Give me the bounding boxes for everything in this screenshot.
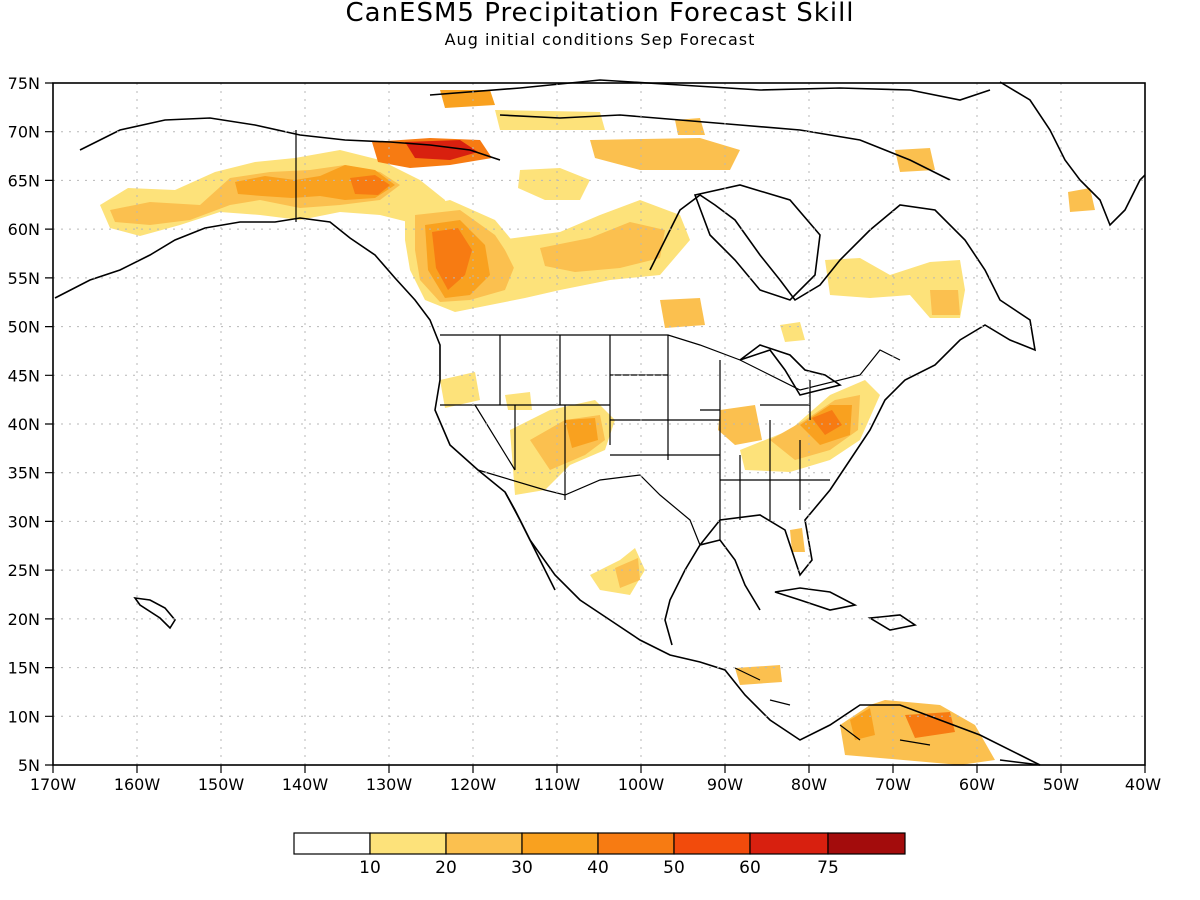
lat-tick-label: 15N xyxy=(8,659,40,678)
skill-patch-florida xyxy=(790,528,805,552)
skill-patch-nwt xyxy=(518,168,590,200)
colorbar-bin xyxy=(597,832,675,855)
hudson-bay xyxy=(693,184,821,301)
map-title: CanESM5 Precipitation Forecast Skill xyxy=(345,0,855,28)
colorbar-label: 20 xyxy=(435,858,457,878)
skill-patch-baffin xyxy=(895,148,935,172)
colorbar-bin xyxy=(827,832,906,855)
colorbar: 10 20 30 40 50 60 75 xyxy=(293,832,906,878)
map-subtitle: Aug initial conditions Sep Forecast xyxy=(444,30,756,49)
skill-patch-midwest xyxy=(718,405,762,445)
lon-tick-label: 170W xyxy=(30,775,77,794)
lon-tick-label: 60W xyxy=(959,775,995,794)
colorbar-bin xyxy=(521,832,599,855)
skill-patch-venezuela-core xyxy=(905,712,955,738)
hawaii xyxy=(133,596,176,630)
lon-tick-marks xyxy=(52,765,1146,773)
lon-tick-label: 140W xyxy=(282,775,329,794)
colorbar-label: 10 xyxy=(359,858,381,878)
lat-tick-label: 50N xyxy=(8,318,40,337)
lon-tick-label: 160W xyxy=(114,775,161,794)
colorbar-label: 30 xyxy=(511,858,533,878)
cuba xyxy=(774,587,858,611)
skill-patch-ontario-2 xyxy=(660,298,705,328)
lat-gridlines xyxy=(53,131,1145,717)
colorbar-bin xyxy=(369,832,447,855)
colorbar-bin xyxy=(749,832,829,855)
lon-tick-label: 150W xyxy=(198,775,245,794)
skill-patch-yukon-core xyxy=(350,175,390,195)
gulf-of-california xyxy=(504,491,556,591)
skill-patch-nevada xyxy=(505,392,532,410)
political-borders xyxy=(295,130,931,746)
skill-patch-arctic-3 xyxy=(590,138,740,170)
lat-tick-label: 55N xyxy=(8,269,40,288)
central-america-borders xyxy=(734,667,931,746)
skill-field xyxy=(100,90,1095,765)
skill-patch-mexico-inner xyxy=(615,558,640,588)
lon-tick-label: 100W xyxy=(618,775,665,794)
skill-patch-ontario xyxy=(780,322,805,342)
lon-tick-label: 80W xyxy=(791,775,827,794)
lat-tick-label: 10N xyxy=(8,707,40,726)
lat-axis: 75N 70N 65N 60N 55N 50N 45N 40N 35N 30N … xyxy=(8,74,53,775)
skill-patch-greenland xyxy=(1068,188,1095,212)
greenland-coast xyxy=(999,81,1146,227)
lat-tick-label: 75N xyxy=(8,74,40,93)
colorbar-label: 60 xyxy=(739,858,761,878)
lat-tick-marks xyxy=(45,82,53,766)
colorbar-bin xyxy=(445,832,523,855)
lon-tick-label: 120W xyxy=(450,775,497,794)
arctic-islands xyxy=(429,79,991,181)
lon-tick-label: 50W xyxy=(1043,775,1079,794)
lat-tick-label: 60N xyxy=(8,220,40,239)
north-america-coastline xyxy=(54,217,1041,766)
skill-patch-pacific-nw xyxy=(440,372,480,408)
lon-axis: 170W 160W 150W 140W 130W 120W 110W 100W … xyxy=(30,765,1161,794)
lat-tick-label: 65N xyxy=(8,171,40,190)
colorbar-bin xyxy=(673,832,751,855)
lon-tick-label: 90W xyxy=(707,775,743,794)
lat-tick-label: 40N xyxy=(8,415,40,434)
skill-patch-central-am xyxy=(735,665,782,685)
lon-tick-label: 70W xyxy=(875,775,911,794)
skill-patch-appalachia-max xyxy=(812,410,842,435)
lat-tick-label: 25N xyxy=(8,561,40,580)
grid xyxy=(53,83,1145,765)
lon-tick-label: 130W xyxy=(366,775,413,794)
skill-patch-colombia-core xyxy=(850,708,875,740)
skill-patch-quebec-inner xyxy=(930,290,960,315)
skill-patch-arctic-2 xyxy=(495,110,605,130)
lat-tick-label: 70N xyxy=(8,123,40,142)
hispaniola xyxy=(867,614,918,631)
lat-tick-label: 5N xyxy=(18,756,40,775)
us-canada-border xyxy=(440,334,901,391)
great-lakes xyxy=(739,344,842,396)
lat-tick-label: 20N xyxy=(8,610,40,629)
colorbar-label: 40 xyxy=(587,858,609,878)
lat-tick-label: 35N xyxy=(8,464,40,483)
lon-tick-label: 110W xyxy=(534,775,581,794)
lat-tick-label: 30N xyxy=(8,512,40,531)
skill-patch-prairies-inner xyxy=(540,222,665,272)
lon-tick-label: 40W xyxy=(1125,775,1161,794)
skill-patch-arctic-1 xyxy=(440,90,495,108)
alaska-north-coast xyxy=(79,117,501,161)
skill-patch-quebec xyxy=(825,258,965,318)
colorbar-label: 50 xyxy=(663,858,685,878)
colorbar-bin xyxy=(293,832,371,855)
skill-patch-colorado-core xyxy=(565,418,598,448)
lat-tick-label: 45N xyxy=(8,366,40,385)
us-mexico-border xyxy=(477,469,701,546)
colorbar-label: 75 xyxy=(817,858,839,878)
skill-patch-bc-max xyxy=(432,228,472,290)
